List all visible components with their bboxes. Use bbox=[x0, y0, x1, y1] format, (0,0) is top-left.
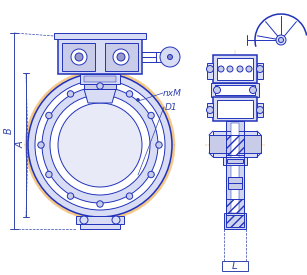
Circle shape bbox=[148, 112, 154, 119]
Bar bbox=[224, 213, 246, 229]
Bar bbox=[215, 85, 255, 95]
Circle shape bbox=[250, 87, 257, 94]
Bar bbox=[54, 33, 146, 39]
Bar bbox=[226, 121, 244, 215]
Text: nxM: nxM bbox=[163, 89, 182, 98]
Circle shape bbox=[35, 80, 165, 210]
Bar bbox=[76, 216, 124, 224]
Bar bbox=[213, 55, 257, 83]
Circle shape bbox=[207, 106, 213, 114]
Bar bbox=[105, 43, 138, 71]
Bar bbox=[80, 224, 120, 229]
Circle shape bbox=[113, 49, 129, 65]
Circle shape bbox=[46, 112, 52, 119]
Circle shape bbox=[46, 171, 52, 178]
Polygon shape bbox=[84, 89, 116, 103]
Circle shape bbox=[136, 98, 139, 101]
Circle shape bbox=[50, 95, 150, 195]
Bar bbox=[257, 63, 263, 79]
Circle shape bbox=[112, 216, 120, 224]
Bar bbox=[209, 135, 261, 153]
Circle shape bbox=[42, 87, 158, 203]
Bar bbox=[58, 39, 142, 74]
Circle shape bbox=[97, 201, 103, 207]
Bar bbox=[222, 261, 248, 271]
Bar bbox=[213, 97, 257, 121]
Bar bbox=[84, 76, 116, 82]
Circle shape bbox=[75, 53, 83, 61]
Bar bbox=[62, 43, 95, 71]
Circle shape bbox=[257, 65, 263, 73]
Circle shape bbox=[148, 171, 154, 178]
Circle shape bbox=[67, 91, 74, 97]
Circle shape bbox=[257, 106, 263, 114]
Bar bbox=[207, 63, 213, 79]
Circle shape bbox=[28, 73, 172, 217]
Bar bbox=[231, 123, 239, 213]
Text: A: A bbox=[16, 142, 26, 148]
Circle shape bbox=[156, 142, 162, 148]
Bar bbox=[211, 83, 259, 97]
Circle shape bbox=[218, 66, 224, 72]
Bar bbox=[207, 103, 213, 117]
Bar bbox=[84, 84, 116, 89]
Text: B: B bbox=[4, 128, 14, 134]
Bar bbox=[257, 103, 263, 117]
Bar bbox=[217, 58, 253, 80]
Circle shape bbox=[126, 91, 133, 97]
Circle shape bbox=[97, 83, 103, 89]
Text: D1: D1 bbox=[165, 103, 178, 111]
Bar bbox=[226, 215, 244, 227]
Bar bbox=[223, 157, 247, 165]
Circle shape bbox=[126, 193, 133, 199]
Circle shape bbox=[67, 193, 74, 199]
Circle shape bbox=[168, 54, 173, 59]
Circle shape bbox=[38, 142, 44, 148]
Bar bbox=[226, 135, 244, 155]
Circle shape bbox=[207, 65, 213, 73]
Circle shape bbox=[71, 49, 87, 65]
Circle shape bbox=[227, 66, 233, 72]
Circle shape bbox=[58, 103, 142, 187]
Circle shape bbox=[117, 53, 125, 61]
Circle shape bbox=[276, 35, 286, 45]
Bar bbox=[227, 159, 243, 163]
Circle shape bbox=[213, 87, 220, 94]
Bar bbox=[226, 199, 244, 213]
Text: L: L bbox=[232, 261, 238, 271]
Circle shape bbox=[237, 66, 243, 72]
Bar bbox=[80, 74, 120, 84]
Bar bbox=[213, 131, 257, 157]
Circle shape bbox=[160, 47, 180, 67]
Bar bbox=[217, 100, 253, 118]
Circle shape bbox=[25, 70, 175, 220]
Bar bbox=[228, 177, 242, 189]
Circle shape bbox=[80, 216, 88, 224]
Circle shape bbox=[278, 37, 283, 43]
Circle shape bbox=[246, 66, 252, 72]
